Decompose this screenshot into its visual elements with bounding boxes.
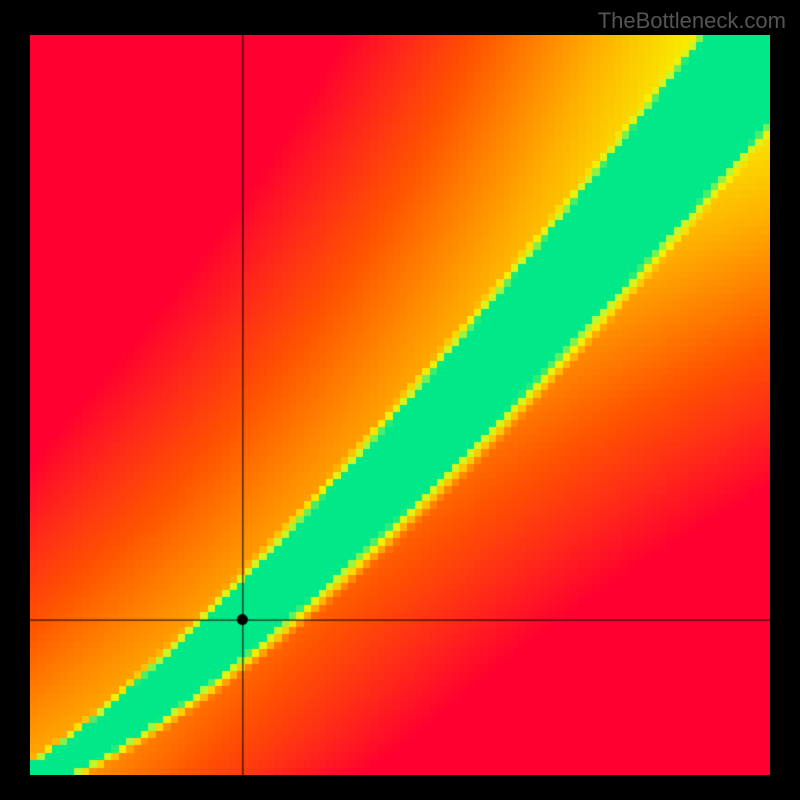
watermark-text: TheBottleneck.com [598, 8, 786, 34]
bottleneck-heatmap [30, 35, 770, 775]
